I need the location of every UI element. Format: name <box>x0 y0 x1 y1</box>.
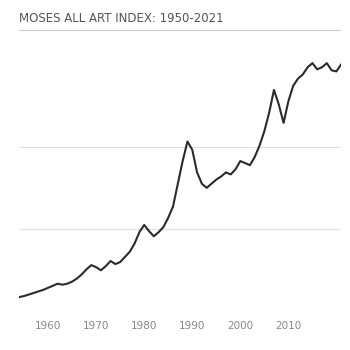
Text: MOSES ALL ART INDEX: 1950-2021: MOSES ALL ART INDEX: 1950-2021 <box>19 12 224 25</box>
